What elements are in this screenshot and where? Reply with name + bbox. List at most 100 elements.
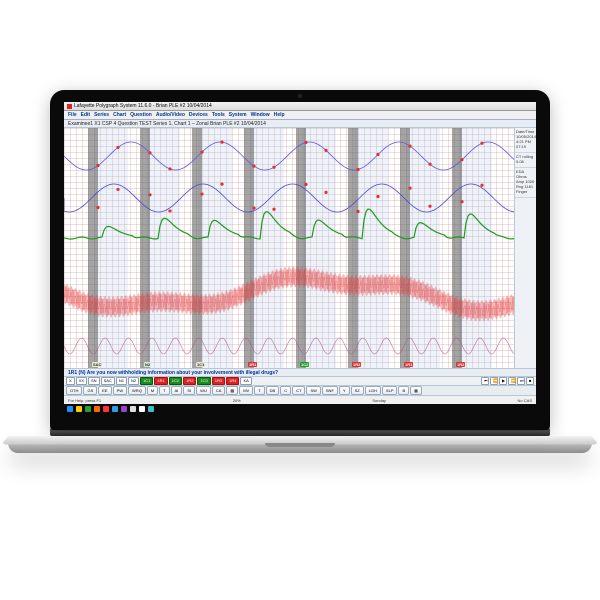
status-bar: For Help, press F1 20% Sunday No CAS: [64, 396, 536, 404]
annot-pw[interactable]: PW: [113, 386, 127, 395]
segment-label[interactable]: 1R1: [404, 362, 413, 367]
polygraph-chart[interactable]: SAC N2 1C1 1R1 1C2 1R2 1R1 1R2 Date/Time 10/05/…: [64, 128, 536, 368]
taskbar-icon[interactable]: [76, 406, 82, 412]
annot-slp[interactable]: SLP: [382, 386, 398, 395]
menu-help[interactable]: Help: [274, 112, 285, 118]
qbtn-1r4[interactable]: 1R4: [226, 377, 239, 385]
annot-t[interactable]: T: [254, 386, 264, 395]
segment-label[interactable]: 1C2: [300, 362, 309, 367]
eda-label: EDA Ohms: [516, 169, 535, 179]
annot-mv[interactable]: MV: [239, 386, 253, 395]
status-rate: No CAS: [518, 398, 532, 403]
window-title: Lafayette Polygraph System 11.6.0 - Bria…: [74, 103, 212, 109]
windows-taskbar[interactable]: [64, 404, 536, 414]
app-icon: [67, 104, 72, 109]
qbtn-1c1[interactable]: 1C1: [140, 377, 153, 385]
taskbar-icon[interactable]: [121, 406, 127, 412]
question-button-row[interactable]: XXXSNSACN1N21C11R11C21R21C31R31R4KA⏮⏪▶⏩⏭…: [64, 377, 536, 386]
qbtn-n1[interactable]: N1: [116, 377, 127, 385]
camera-dot: [298, 94, 302, 98]
playback-btn[interactable]: ■: [526, 377, 534, 385]
annotation-button-row[interactable]: OTHGSEEPWWRQMTAISIWUCA▦MVTDBCCTSWSNFYSZL…: [64, 386, 536, 396]
status-progress: 20%: [233, 398, 241, 403]
playback-btn[interactable]: ▶: [499, 377, 507, 385]
segment-label[interactable]: 1C1: [196, 362, 205, 367]
annot-db[interactable]: DB: [266, 386, 280, 395]
annot-c[interactable]: C: [280, 386, 291, 395]
annot-ee[interactable]: EE: [98, 386, 111, 395]
segment-label[interactable]: 1R2: [352, 362, 361, 367]
menu-series[interactable]: Series: [94, 112, 109, 118]
menu-system[interactable]: System: [229, 112, 247, 118]
menu-bar[interactable]: File Edit Series Chart Question Audio/Video De…: [64, 111, 536, 120]
annot-ct[interactable]: CT: [292, 386, 305, 395]
segment-label[interactable]: N2: [144, 362, 151, 367]
annot-sw[interactable]: SW: [306, 386, 320, 395]
qbtn-ka[interactable]: KA: [240, 377, 251, 385]
menu-question[interactable]: Question: [130, 112, 152, 118]
menu-window[interactable]: Window: [251, 112, 270, 118]
segment-label[interactable]: 1R2: [456, 362, 465, 367]
annot-gs[interactable]: GS: [83, 386, 97, 395]
taskbar-icon[interactable]: [94, 406, 100, 412]
menu-audio/video[interactable]: Audio/Video: [156, 112, 185, 118]
taskbar-icon[interactable]: [139, 406, 145, 412]
right-info-panel: Date/Time 10/05/2014 4:21 PM 07:19 CT ro…: [514, 128, 536, 368]
qbtn-1r3[interactable]: 1R3: [212, 377, 225, 385]
annot-t[interactable]: T: [159, 386, 169, 395]
eda-finger: Finger: [516, 189, 535, 194]
question-text: 1R1 (N) Are you now withholding informat…: [64, 368, 536, 377]
status-day: Sunday: [372, 398, 386, 403]
menu-tools[interactable]: Tools: [212, 112, 225, 118]
menu-file[interactable]: File: [68, 112, 77, 118]
status-help: For Help, press F1: [68, 398, 101, 403]
annot-oth[interactable]: OTH: [66, 386, 82, 395]
playback-btn[interactable]: ⏭: [517, 377, 525, 385]
screen-bezel: Lafayette Polygraph System 11.6.0 - Bria…: [50, 90, 550, 430]
qbtn-x[interactable]: X: [66, 377, 75, 385]
annot-ai[interactable]: AI: [171, 386, 183, 395]
qbtn-1c3[interactable]: 1C3: [197, 377, 210, 385]
laptop-mockup: Lafayette Polygraph System 11.6.0 - Bria…: [50, 90, 550, 453]
taskbar-icon[interactable]: [130, 406, 136, 412]
segment-label[interactable]: SAC: [92, 362, 102, 367]
annot-lgh[interactable]: LGH: [365, 386, 381, 395]
menu-chart[interactable]: Chart: [113, 112, 126, 118]
window-titlebar[interactable]: Lafayette Polygraph System 11.6.0 - Bria…: [64, 102, 536, 111]
annot-sz[interactable]: SZ: [351, 386, 364, 395]
time2: 07:19: [516, 144, 535, 149]
playback-btn[interactable]: ⏩: [508, 377, 516, 385]
annot-snf[interactable]: SNF: [322, 386, 338, 395]
taskbar-icon[interactable]: [67, 406, 73, 412]
chart-svg: [64, 128, 514, 368]
playback-btn[interactable]: ⏮: [481, 377, 489, 385]
qbtn-1r2[interactable]: 1R2: [183, 377, 196, 385]
annot-y[interactable]: Y: [339, 386, 350, 395]
menu-edit[interactable]: Edit: [81, 112, 90, 118]
qbtn-n2[interactable]: N2: [128, 377, 139, 385]
chart-subtitle: Examinee1 X1 CSP 4 Question TEST Series …: [64, 120, 536, 128]
annot-wrq[interactable]: WRQ: [128, 386, 146, 395]
taskbar-icon[interactable]: [85, 406, 91, 412]
ct-value: 0.08: [516, 159, 535, 164]
laptop-notch: [265, 443, 335, 447]
annot-b[interactable]: B: [398, 386, 409, 395]
annot-wu[interactable]: WU: [196, 386, 211, 395]
app-screen: Lafayette Polygraph System 11.6.0 - Bria…: [64, 102, 536, 414]
qbtn-sac[interactable]: SAC: [101, 377, 115, 385]
annot-▦[interactable]: ▦: [410, 386, 422, 395]
taskbar-icon[interactable]: [112, 406, 118, 412]
annot-ca[interactable]: CA: [212, 386, 226, 395]
qbtn-sn[interactable]: SN: [88, 377, 100, 385]
qbtn-1r1[interactable]: 1R1: [154, 377, 167, 385]
qbtn-1c2[interactable]: 1C2: [169, 377, 182, 385]
segment-label[interactable]: 1R1: [248, 362, 257, 367]
annot-si[interactable]: SI: [183, 386, 195, 395]
qbtn-xx[interactable]: XX: [76, 377, 87, 385]
annot-▦[interactable]: ▦: [226, 386, 238, 395]
playback-btn[interactable]: ⏪: [490, 377, 498, 385]
taskbar-icon[interactable]: [103, 406, 109, 412]
annot-m[interactable]: M: [147, 386, 158, 395]
taskbar-icon[interactable]: [148, 406, 154, 412]
menu-devices[interactable]: Devices: [189, 112, 208, 118]
